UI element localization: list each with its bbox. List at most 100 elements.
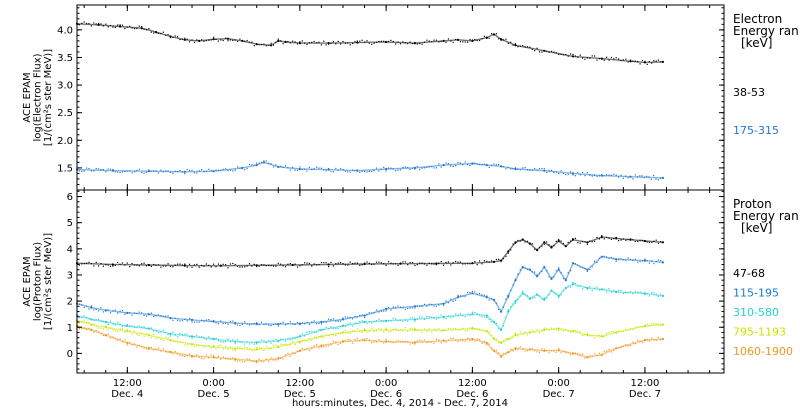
data-point xyxy=(522,45,524,47)
data-point xyxy=(419,339,421,341)
data-point xyxy=(529,268,531,270)
data-point xyxy=(615,290,617,292)
data-point xyxy=(340,342,342,345)
data-point xyxy=(141,332,143,334)
data-point xyxy=(88,327,90,329)
data-point xyxy=(352,330,354,332)
data-point xyxy=(392,40,394,43)
data-point xyxy=(344,325,346,327)
data-point xyxy=(562,172,564,175)
data-point xyxy=(572,53,574,56)
data-point xyxy=(582,171,584,174)
data-point xyxy=(409,261,411,264)
data-point xyxy=(193,41,195,43)
data-point xyxy=(483,294,485,296)
data-point xyxy=(203,337,205,339)
data-point xyxy=(481,316,483,318)
data-point xyxy=(258,162,260,164)
data-point xyxy=(179,341,181,343)
data-point xyxy=(196,263,198,265)
data-point xyxy=(555,171,557,173)
data-point xyxy=(419,305,421,307)
data-point xyxy=(203,171,205,173)
data-point xyxy=(594,287,596,289)
data-point xyxy=(294,41,296,43)
data-point xyxy=(301,347,303,350)
data-point xyxy=(648,262,650,264)
data-point xyxy=(289,344,291,346)
data-point xyxy=(650,178,652,180)
data-point xyxy=(356,322,358,325)
data-point xyxy=(572,281,574,283)
data-point xyxy=(141,171,143,174)
data-point xyxy=(270,342,272,344)
data-point xyxy=(282,338,284,340)
data-point xyxy=(366,261,368,263)
data-point xyxy=(102,320,104,322)
data-point xyxy=(399,262,402,264)
data-point xyxy=(378,339,380,341)
data-point xyxy=(117,321,119,323)
data-point xyxy=(292,340,294,343)
data-point xyxy=(229,358,231,361)
data-point xyxy=(495,349,497,352)
data-point xyxy=(153,263,155,266)
data-point xyxy=(510,249,512,251)
data-point xyxy=(455,38,457,41)
data-point xyxy=(572,329,574,331)
data-point xyxy=(220,39,222,41)
data-point xyxy=(95,330,97,332)
legend-title-line: [keV] xyxy=(741,221,772,235)
data-point xyxy=(543,169,546,172)
data-point xyxy=(481,164,483,166)
data-point xyxy=(476,313,478,315)
data-point xyxy=(354,262,356,264)
data-point xyxy=(213,263,215,265)
data-point xyxy=(598,175,600,177)
data-point xyxy=(567,173,569,176)
data-point xyxy=(409,307,411,309)
data-point xyxy=(618,347,620,349)
data-point xyxy=(234,360,236,362)
data-point xyxy=(586,288,588,290)
data-point xyxy=(455,260,457,263)
data-point xyxy=(308,166,310,168)
data-point xyxy=(270,325,272,327)
data-point xyxy=(519,240,521,242)
data-point xyxy=(546,269,548,272)
data-point xyxy=(447,38,449,40)
data-point xyxy=(648,340,650,342)
data-point xyxy=(538,351,541,354)
data-point xyxy=(637,291,639,293)
data-point xyxy=(213,355,215,357)
data-point xyxy=(287,344,289,346)
data-point xyxy=(399,43,402,45)
data-point xyxy=(148,264,150,266)
data-point xyxy=(514,300,517,303)
data-point xyxy=(318,336,320,338)
data-point xyxy=(183,38,186,41)
data-point xyxy=(634,291,636,293)
data-point xyxy=(131,263,133,265)
data-point xyxy=(193,335,195,338)
data-point xyxy=(246,347,248,349)
data-point xyxy=(361,320,363,322)
data-point xyxy=(131,314,133,316)
data-point xyxy=(661,60,665,64)
data-point xyxy=(440,261,442,263)
data-point xyxy=(222,323,224,325)
data-point xyxy=(162,171,164,173)
data-point xyxy=(452,262,454,264)
data-point xyxy=(280,263,282,265)
data-point xyxy=(93,22,95,24)
data-point xyxy=(356,316,358,318)
data-point xyxy=(594,337,596,339)
data-point xyxy=(399,340,402,342)
data-point xyxy=(517,348,519,350)
data-point xyxy=(222,348,224,350)
data-point xyxy=(411,342,414,344)
data-point xyxy=(208,319,210,321)
data-point xyxy=(359,40,361,42)
data-point xyxy=(416,165,418,168)
